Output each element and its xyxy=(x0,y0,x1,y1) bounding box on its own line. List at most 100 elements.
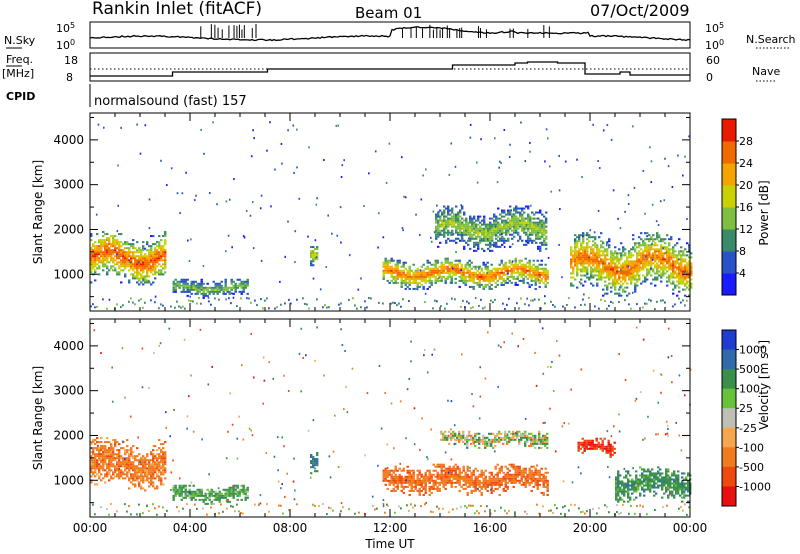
echo-cell xyxy=(530,479,533,482)
echo-cell xyxy=(124,451,127,454)
echo-cell xyxy=(490,479,493,482)
echo-cell xyxy=(680,256,683,259)
echo-cell xyxy=(140,461,143,464)
echo-cell xyxy=(140,477,143,480)
echo-cell xyxy=(122,304,124,307)
echo-cell xyxy=(104,243,107,246)
echo-cell xyxy=(612,284,615,287)
echo-cell xyxy=(646,248,649,251)
echo-cell xyxy=(440,432,443,435)
echo-cell xyxy=(434,275,437,278)
echo-cell xyxy=(140,263,143,266)
echo-cell xyxy=(539,227,542,230)
echo-cell xyxy=(188,484,191,487)
echo-cell xyxy=(472,481,475,484)
echo-cell xyxy=(539,221,542,224)
echo-cell xyxy=(474,432,477,435)
echo-cell xyxy=(120,269,123,272)
echo-cell xyxy=(142,306,144,309)
echo-cell xyxy=(94,241,97,244)
echo-cell xyxy=(658,274,661,277)
echo-cell xyxy=(438,487,441,490)
echo-cell xyxy=(428,261,431,264)
echo-cell xyxy=(668,256,671,259)
echo-cell xyxy=(644,244,647,247)
echo-cell xyxy=(287,220,289,223)
echo-cell xyxy=(92,259,95,262)
echo-cell xyxy=(190,284,193,287)
echo-cell xyxy=(472,469,475,472)
echo-cell xyxy=(400,277,403,280)
echo-cell xyxy=(539,249,542,252)
echo-cell xyxy=(586,270,589,273)
echo-cell xyxy=(436,279,439,282)
echo-cell xyxy=(162,447,165,450)
echo-cell xyxy=(684,271,686,274)
echo-cell xyxy=(398,467,401,470)
echo-cell xyxy=(260,194,263,197)
echo-cell xyxy=(465,225,468,228)
echo-cell xyxy=(210,502,213,505)
echo-cell xyxy=(154,249,157,252)
echo-cell xyxy=(660,274,663,277)
echo-cell xyxy=(434,259,437,262)
echo-cell xyxy=(582,234,585,237)
echo-cell xyxy=(225,200,228,203)
echo-cell xyxy=(572,284,575,287)
echo-cell xyxy=(542,271,545,274)
echo-cell xyxy=(396,269,399,272)
echo-cell xyxy=(118,451,121,454)
echo-cell xyxy=(473,227,476,230)
echo-cell xyxy=(688,244,691,247)
echo-cell xyxy=(190,282,193,285)
echo-cell xyxy=(684,294,687,297)
echo-cell xyxy=(465,227,468,230)
echo-cell xyxy=(439,229,442,232)
echo-cell xyxy=(444,479,447,482)
echo-cell xyxy=(634,288,637,291)
echo-cell xyxy=(678,280,681,283)
echo-cell xyxy=(156,467,159,470)
echo-cell xyxy=(509,225,512,228)
echo-cell xyxy=(678,272,681,275)
echo-cell xyxy=(186,284,189,287)
echo-cell xyxy=(430,263,433,266)
echo-cell xyxy=(130,467,133,470)
echo-cell xyxy=(514,277,517,280)
echo-cell xyxy=(98,457,101,460)
echo-cell xyxy=(440,463,443,466)
echo-cell xyxy=(426,479,429,482)
echo-cell xyxy=(482,261,485,264)
echo-cell xyxy=(160,265,163,268)
echo-cell xyxy=(216,282,219,285)
echo-cell xyxy=(132,239,135,242)
echo-cell xyxy=(662,262,665,265)
echo-cell xyxy=(144,255,147,258)
echo-cell xyxy=(616,278,619,281)
echo-cell xyxy=(152,269,155,272)
echo-cell xyxy=(636,254,639,257)
echo-cell xyxy=(504,279,507,282)
echo-cell xyxy=(144,471,147,474)
echo-cell xyxy=(524,263,527,266)
echo-cell xyxy=(531,239,534,242)
echo-cell xyxy=(530,265,533,268)
echo-cell xyxy=(404,283,407,286)
echo-cell xyxy=(658,236,661,239)
echo-cell xyxy=(242,282,245,285)
echo-cell xyxy=(490,269,493,272)
echo-cell xyxy=(146,469,149,472)
echo-cell xyxy=(545,221,548,224)
echo-cell xyxy=(400,281,403,284)
echo-cell xyxy=(460,269,463,272)
echo-cell xyxy=(453,217,456,220)
echo-cell xyxy=(437,213,440,216)
echo-cell xyxy=(108,463,111,466)
echo-cell xyxy=(152,453,155,456)
echo-cell xyxy=(408,469,411,472)
echo-cell xyxy=(92,265,95,268)
echo-cell xyxy=(680,260,683,263)
echo-cell xyxy=(487,225,490,228)
echo-cell xyxy=(524,475,527,478)
echo-cell xyxy=(465,219,468,222)
